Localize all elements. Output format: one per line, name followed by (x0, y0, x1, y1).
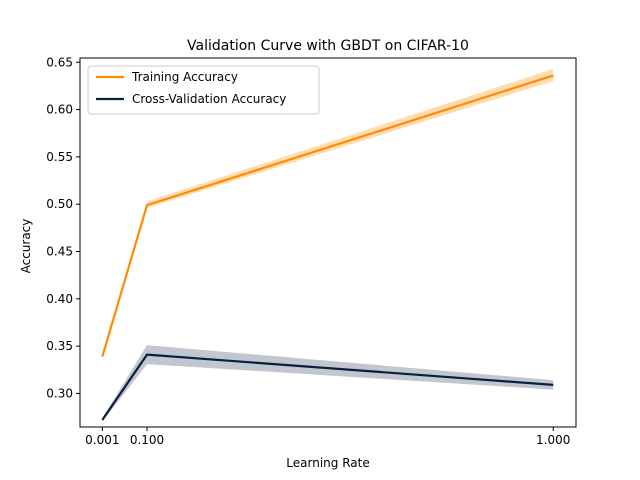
legend: Training Accuracy Cross-Validation Accura… (87, 65, 320, 115)
y-axis-label: Accuracy (19, 219, 33, 274)
series-2-band (102, 345, 554, 422)
series-1-line (101, 74, 554, 357)
y-tick-label: 0.30 (46, 386, 73, 400)
x-axis-label: Learning Rate (286, 456, 369, 470)
y-tick-label: 0.55 (46, 150, 73, 164)
axes-frame (79, 57, 577, 428)
x-tick-label: 0.100 (130, 433, 164, 447)
y-tick-label: 0.60 (46, 103, 73, 117)
y-tick-label: 0.50 (46, 197, 73, 211)
legend-box (87, 65, 320, 115)
y-tick-label: 0.40 (46, 292, 73, 306)
series-2-line (101, 353, 554, 421)
chart-title: Validation Curve with GBDT on CIFAR-10 (187, 38, 469, 54)
axes: 0.30 0.35 0.40 0.45 0.50 0.55 0.60 0.65 0.001 0.1… (46, 55, 577, 447)
y-tick-label: 0.65 (46, 55, 73, 69)
y-tick-label: 0.35 (46, 339, 73, 353)
legend-label-2: Cross-Validation Accuracy (132, 92, 286, 106)
x-tick-label: 1.000 (536, 433, 570, 447)
y-tick-label: 0.45 (46, 244, 73, 258)
plot-area (101, 68, 554, 422)
x-tick-label: 0.001 (85, 433, 119, 447)
legend-label-1: Training Accuracy (131, 70, 238, 84)
